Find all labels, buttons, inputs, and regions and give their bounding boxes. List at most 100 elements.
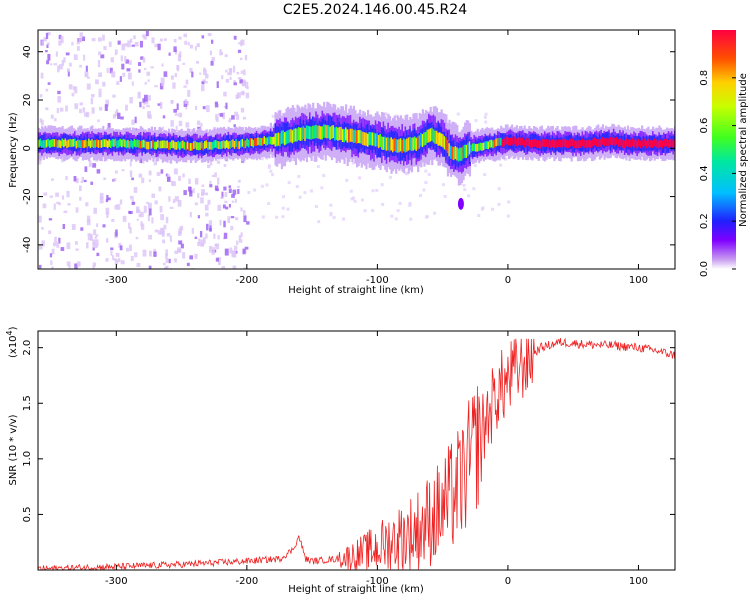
noise-speck: [65, 175, 68, 181]
noise-speck: [223, 186, 227, 191]
noise-speck: [244, 54, 248, 61]
noise-speck: [234, 245, 238, 251]
noise-speck: [484, 112, 488, 116]
noise-speck: [79, 185, 82, 192]
noise-speck: [188, 186, 192, 192]
spectrum-cell: [265, 137, 268, 146]
noise-speck: [504, 157, 508, 161]
noise-speck: [145, 30, 149, 37]
spectrum-cell: [370, 132, 373, 146]
spectrum-cell: [390, 137, 393, 151]
noise-speck: [169, 235, 172, 242]
spectrum-cell: [503, 138, 506, 147]
spectrum-cell: [72, 138, 75, 147]
spectrum-cell: [511, 136, 514, 145]
noise-speck: [138, 213, 141, 218]
noise-speck: [162, 262, 166, 266]
noise-speck: [151, 193, 156, 198]
spectrum-cell: [164, 140, 168, 149]
spectrum-cell: [633, 139, 636, 148]
spectrum-cell: [507, 137, 511, 146]
noise-speck: [60, 107, 64, 112]
spectrum-cell: [504, 137, 507, 146]
spectrum-cell: [138, 140, 141, 148]
noise-speck: [75, 207, 79, 213]
spectrum-cell: [454, 145, 457, 160]
spectrum-cell: [111, 138, 114, 147]
noise-speck: [217, 113, 221, 116]
noise-speck: [245, 92, 250, 99]
noise-speck: [143, 101, 146, 105]
noise-speck: [74, 103, 79, 110]
noise-speck: [151, 37, 155, 44]
noise-speck: [170, 120, 174, 127]
noise-speck: [76, 46, 80, 51]
spectrum-cell: [531, 139, 534, 148]
snr-panel: -300 -200 -100 0 100 0.5 1.0 1.5 2.0 Height of s…: [5, 326, 676, 595]
noise-speck: [174, 258, 177, 263]
spectrum-cell: [438, 132, 442, 146]
spectrum-cell: [648, 140, 652, 149]
spectrum-cell: [142, 139, 146, 148]
spectrum-cell: [323, 124, 326, 138]
noise-speck: [497, 187, 501, 191]
noise-speck: [217, 177, 220, 185]
spectrum-cell: [334, 127, 337, 141]
spectrum-cell: [318, 125, 321, 139]
noise-speck: [185, 122, 190, 128]
noise-speck: [204, 204, 209, 211]
noise-speck: [380, 183, 384, 187]
spectrum-cell: [219, 141, 222, 150]
noise-speck: [199, 72, 202, 75]
spectrum-cell: [583, 140, 586, 148]
noise-speck: [271, 173, 275, 177]
noise-speck: [168, 196, 171, 202]
colorbar-tick-label: 0.6: [699, 118, 710, 134]
spectrum-cell: [485, 141, 489, 149]
spectrum-cell: [567, 140, 570, 149]
noise-speck: [120, 55, 123, 62]
noise-speck: [282, 195, 286, 199]
spectrum-cell: [75, 140, 78, 149]
noise-speck: [148, 208, 152, 216]
noise-speck: [243, 215, 247, 223]
noise-speck: [177, 247, 181, 253]
noise-speck: [40, 119, 44, 126]
noise-speck: [239, 79, 243, 84]
spectrum-cell: [468, 141, 471, 155]
spectrum-cell: [354, 129, 357, 143]
spectrum-cell: [522, 137, 525, 146]
spectrum-cell: [603, 138, 606, 147]
spectrum-cell: [324, 124, 327, 138]
noise-speck: [80, 227, 84, 231]
spectrum-cell: [305, 125, 309, 139]
spectrum-cell: [260, 137, 263, 146]
noise-speck: [228, 117, 233, 121]
x-tick-label: -200: [236, 576, 259, 587]
noise-speck: [129, 96, 133, 104]
noise-speck: [200, 85, 205, 92]
noise-speck: [184, 99, 188, 105]
spectrum-cell: [579, 140, 583, 148]
spectrum-cell: [377, 135, 381, 149]
noise-speck: [129, 244, 132, 252]
spectrum-cell: [666, 138, 669, 147]
spectrum-cell: [451, 146, 454, 160]
noise-speck: [241, 82, 246, 86]
spectrum-cell: [650, 139, 653, 148]
x-tick-label: 0: [505, 576, 511, 587]
noise-speck: [147, 111, 151, 119]
noise-speck: [265, 183, 269, 187]
noise-speck: [99, 192, 104, 200]
noise-speck: [419, 193, 423, 197]
spectrum-cell: [122, 138, 125, 147]
noise-speck: [216, 160, 221, 164]
spectrum-cell: [584, 139, 587, 148]
spectrum-cell: [340, 126, 343, 140]
spectrum-cell: [136, 139, 139, 148]
spectrum-cell: [476, 143, 479, 152]
spectrum-cell: [551, 139, 554, 147]
noise-speck: [204, 81, 208, 84]
noise-speck: [170, 75, 174, 80]
noise-speck: [95, 239, 99, 247]
